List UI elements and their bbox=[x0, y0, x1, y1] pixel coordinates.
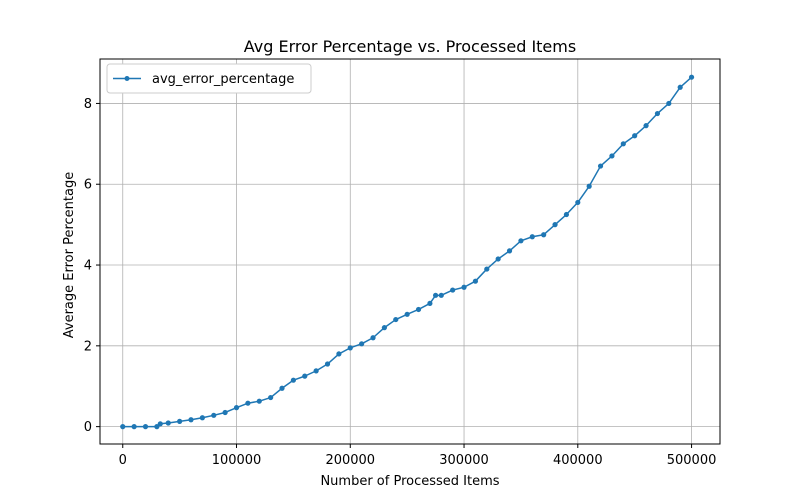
data-point bbox=[302, 373, 308, 379]
data-point bbox=[541, 232, 547, 238]
x-tick-label: 200000 bbox=[325, 453, 375, 468]
data-point bbox=[575, 199, 581, 206]
y-tick-label: 8 bbox=[84, 97, 92, 112]
x-tick-label: 100000 bbox=[212, 453, 262, 468]
data-point bbox=[461, 284, 467, 290]
data-point bbox=[154, 424, 160, 430]
data-point bbox=[586, 183, 592, 189]
data-point bbox=[438, 292, 444, 298]
data-point bbox=[177, 418, 183, 424]
data-point bbox=[563, 211, 570, 218]
data-point bbox=[233, 405, 240, 411]
data-point bbox=[427, 300, 433, 307]
data-point bbox=[268, 394, 274, 401]
data-point bbox=[279, 385, 285, 391]
data-point bbox=[222, 409, 228, 416]
data-point bbox=[347, 345, 353, 351]
data-point bbox=[643, 123, 649, 129]
data-point bbox=[484, 266, 490, 272]
data-point bbox=[415, 306, 422, 313]
data-point bbox=[450, 287, 456, 293]
data-point bbox=[256, 398, 262, 404]
data-point bbox=[211, 412, 217, 418]
x-axis-label: Number of Processed Items bbox=[320, 474, 499, 489]
data-point bbox=[324, 361, 331, 367]
data-point bbox=[393, 316, 399, 323]
data-point bbox=[165, 420, 171, 426]
legend-series-marker bbox=[124, 76, 130, 81]
data-point bbox=[290, 377, 296, 383]
y-tick-label: 6 bbox=[84, 178, 92, 193]
y-axis-label: Average Error Percentage bbox=[62, 172, 77, 338]
data-point bbox=[609, 153, 615, 159]
legend-box bbox=[106, 63, 312, 94]
chart-title: Avg Error Percentage vs. Processed Items bbox=[244, 37, 576, 56]
data-point bbox=[245, 400, 251, 406]
data-point bbox=[359, 341, 365, 347]
data-point bbox=[472, 278, 479, 284]
data-point bbox=[188, 417, 194, 423]
data-point bbox=[142, 424, 149, 430]
data-point bbox=[529, 234, 535, 240]
data-point bbox=[654, 110, 661, 117]
data-point bbox=[120, 424, 126, 430]
data-point bbox=[666, 100, 672, 107]
x-tick-label: 0 bbox=[119, 453, 127, 468]
data-point bbox=[495, 256, 501, 262]
data-point bbox=[620, 141, 626, 147]
x-tick-label: 400000 bbox=[553, 453, 603, 468]
data-point bbox=[157, 421, 163, 427]
data-point bbox=[632, 133, 638, 139]
legend-series-label: avg_error_percentage bbox=[152, 72, 294, 87]
axis-ticks: 0 100000 200000 300000 400000 500000 0 2 4 6 8 bbox=[84, 97, 717, 468]
data-point bbox=[404, 311, 410, 317]
x-tick-label: 500000 bbox=[667, 453, 717, 468]
data-point bbox=[597, 163, 604, 169]
data-point bbox=[313, 368, 319, 374]
data-point bbox=[381, 325, 388, 331]
data-point bbox=[199, 415, 205, 421]
data-point bbox=[518, 238, 524, 244]
legend: avg_error_percentage bbox=[106, 63, 312, 94]
data-point bbox=[370, 335, 376, 341]
series-layer bbox=[120, 74, 695, 430]
data-point bbox=[552, 222, 558, 228]
data-point bbox=[506, 248, 513, 254]
plot-frame bbox=[99, 58, 721, 445]
y-tick-label: 0 bbox=[84, 420, 92, 435]
data-point bbox=[131, 424, 137, 430]
x-tick-label: 300000 bbox=[439, 453, 489, 468]
y-tick-label: 2 bbox=[84, 339, 92, 354]
y-tick-label: 4 bbox=[84, 259, 92, 274]
data-point bbox=[336, 351, 342, 357]
data-point bbox=[677, 84, 683, 90]
grid-lines bbox=[100, 59, 720, 444]
data-point bbox=[688, 74, 695, 80]
data-point bbox=[432, 292, 439, 298]
